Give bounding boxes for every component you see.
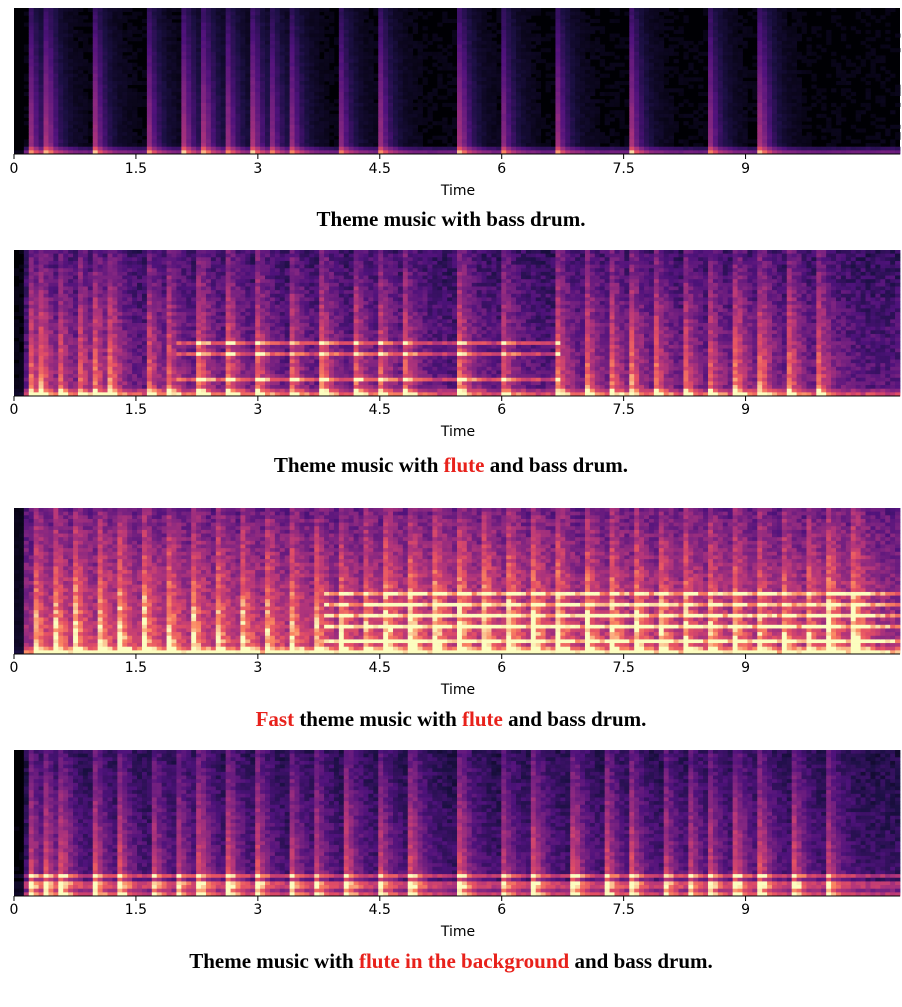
spectrogram-caption: Fast theme music with flute and bass dru… — [0, 706, 902, 732]
x-tick-label: 3 — [253, 161, 262, 177]
spectrogram-cells — [14, 250, 901, 397]
x-tick-label: 1.5 — [125, 660, 147, 676]
caption-highlight: flute — [462, 707, 503, 731]
spectrogram-caption: Theme music with flute in the background… — [0, 948, 902, 974]
x-tick-label: 3 — [253, 660, 262, 676]
x-tick-label: 9 — [741, 161, 750, 177]
x-tick-label: 7.5 — [612, 402, 634, 418]
x-tick-label: 7.5 — [612, 902, 634, 918]
caption-highlight: flute in the background — [359, 949, 569, 973]
x-tick-label: 1.5 — [125, 161, 147, 177]
spectrogram-cells — [14, 508, 901, 655]
caption-text: Theme music with — [274, 453, 444, 477]
spectrogram-3 — [13, 508, 901, 659]
x-tick-label: 1.5 — [125, 402, 147, 418]
x-axis-label: Time — [7, 183, 902, 199]
spectrogram-cells — [14, 750, 901, 897]
x-tick-label: 7.5 — [612, 660, 634, 676]
x-tick-label: 1.5 — [125, 902, 147, 918]
caption-text: and bass drum. — [485, 453, 628, 477]
spectrogram-caption: Theme music with bass drum. — [0, 206, 902, 232]
spectrogram-cells — [14, 8, 901, 155]
x-tick-label: 0 — [10, 902, 19, 918]
spectrogram-2 — [13, 250, 901, 401]
x-tick-label: 9 — [741, 902, 750, 918]
x-tick-label: 3 — [253, 902, 262, 918]
x-tick-label: 4.5 — [369, 402, 391, 418]
x-tick-label: 0 — [10, 660, 19, 676]
spectrogram-1 — [13, 8, 901, 159]
spectrogram-4 — [13, 750, 901, 901]
x-tick-label: 6 — [497, 161, 506, 177]
x-tick-label: 6 — [497, 902, 506, 918]
caption-text: and bass drum. — [503, 707, 646, 731]
x-tick-label: 6 — [497, 402, 506, 418]
caption-highlight: flute — [444, 453, 485, 477]
x-axis-label: Time — [7, 424, 902, 440]
x-tick-label: 6 — [497, 660, 506, 676]
x-axis-label: Time — [7, 924, 902, 940]
x-tick-label: 0 — [10, 161, 19, 177]
x-tick-label: 3 — [253, 402, 262, 418]
caption-text: theme music with — [294, 707, 462, 731]
x-tick-label: 9 — [741, 660, 750, 676]
caption-text: Theme music with — [189, 949, 359, 973]
x-tick-label: 4.5 — [369, 902, 391, 918]
x-tick-label: 4.5 — [369, 660, 391, 676]
caption-highlight: Fast — [256, 707, 295, 731]
caption-text: Theme music with bass drum. — [317, 207, 586, 231]
caption-text: and bass drum. — [569, 949, 712, 973]
x-axis-label: Time — [7, 682, 902, 698]
x-tick-label: 0 — [10, 402, 19, 418]
spectrogram-caption: Theme music with flute and bass drum. — [0, 452, 902, 478]
x-tick-label: 9 — [741, 402, 750, 418]
x-tick-label: 4.5 — [369, 161, 391, 177]
x-tick-label: 7.5 — [612, 161, 634, 177]
